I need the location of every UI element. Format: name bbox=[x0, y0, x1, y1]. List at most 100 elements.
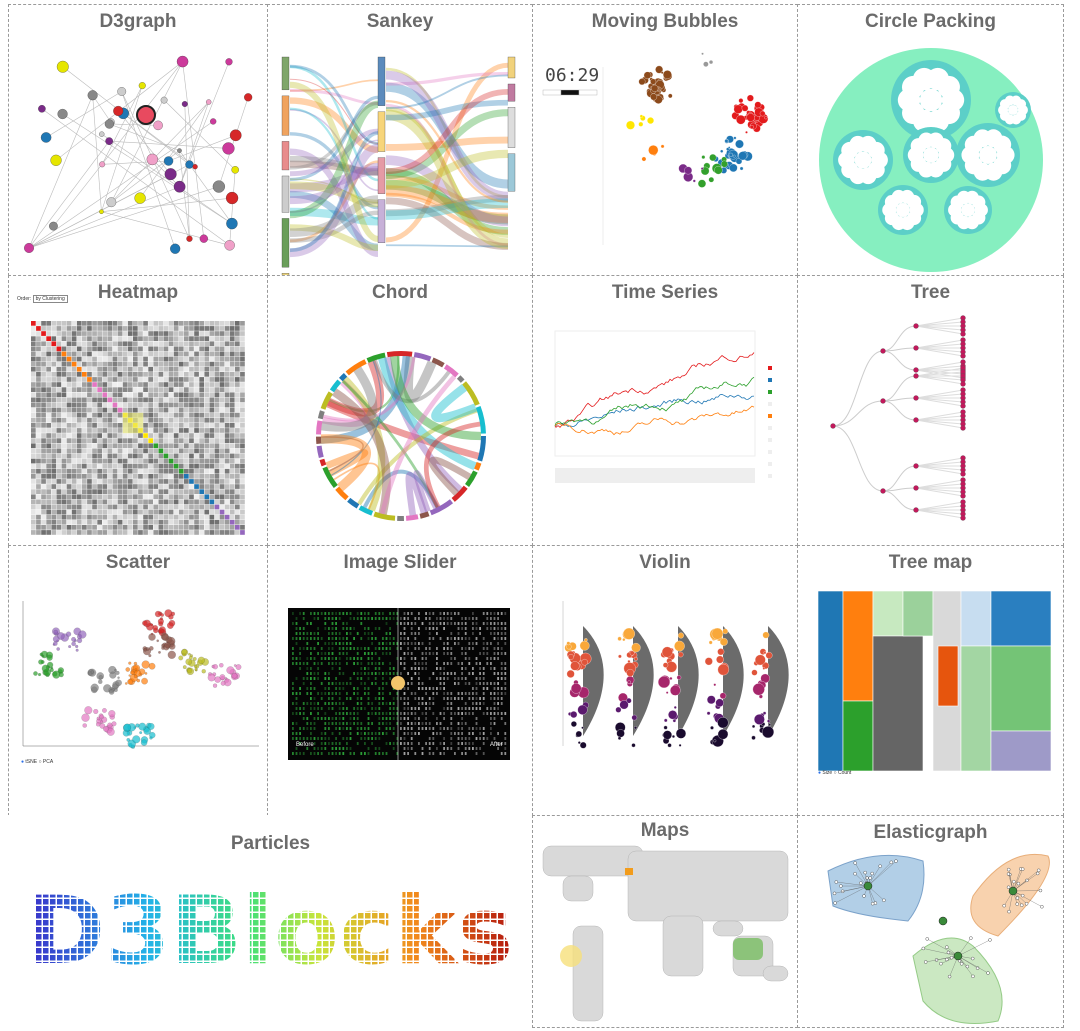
heatmap-cell bbox=[163, 494, 169, 500]
heatmap-cell bbox=[189, 377, 194, 382]
glyph bbox=[306, 717, 309, 720]
glyph bbox=[342, 737, 345, 740]
heatmap-cell bbox=[143, 423, 148, 428]
heatmap-cell bbox=[66, 387, 72, 392]
glyph bbox=[425, 702, 427, 705]
particles-graphic[interactable]: D3Blocks bbox=[8, 815, 533, 1028]
heatmap-cell bbox=[214, 489, 220, 494]
glyph bbox=[364, 692, 366, 695]
glyph bbox=[349, 682, 352, 685]
glyph bbox=[407, 722, 409, 725]
sankey-diagram[interactable] bbox=[268, 5, 533, 276]
heatmap-cell bbox=[199, 402, 204, 408]
glyph bbox=[346, 642, 348, 645]
heatmap-cell bbox=[204, 387, 210, 392]
order-select[interactable]: by Clustering bbox=[32, 295, 68, 303]
before-label: Before bbox=[296, 742, 314, 748]
heatmap-cell bbox=[158, 366, 164, 372]
heatmap-cell bbox=[143, 484, 148, 489]
sankey-link bbox=[385, 70, 509, 201]
heatmap-cell bbox=[92, 407, 97, 413]
heatmap-cell bbox=[158, 509, 164, 515]
heatmap-cell bbox=[61, 423, 67, 428]
scatter-point bbox=[96, 722, 101, 727]
legend-tsne[interactable]: tSNE bbox=[25, 759, 38, 765]
heatmap-cell bbox=[163, 453, 169, 459]
heatmap-cell bbox=[148, 484, 153, 489]
glyph bbox=[367, 702, 370, 705]
heatmap-cell bbox=[189, 530, 194, 535]
heatmap-cell bbox=[97, 509, 102, 515]
legend-size[interactable]: Size bbox=[822, 770, 833, 776]
circle-packing-chart[interactable] bbox=[798, 5, 1064, 276]
glyph bbox=[317, 667, 319, 670]
heatmap-cell bbox=[117, 407, 123, 413]
heatmap-cell bbox=[214, 514, 220, 520]
bubble bbox=[650, 78, 657, 85]
heatmap-cell bbox=[143, 351, 148, 357]
glyph bbox=[338, 647, 341, 650]
tree-chart[interactable] bbox=[798, 276, 1064, 546]
heatmap-cell bbox=[194, 397, 199, 403]
sankey-node bbox=[507, 153, 516, 192]
heatmap-cell bbox=[163, 463, 169, 469]
heatmap-cell bbox=[158, 377, 164, 382]
graph-edge bbox=[218, 97, 249, 187]
heatmap-cell bbox=[56, 377, 62, 382]
bubble bbox=[662, 70, 672, 79]
heatmap-cell bbox=[117, 438, 123, 443]
violin-point bbox=[717, 663, 730, 676]
glyph bbox=[385, 647, 388, 650]
glyph bbox=[364, 707, 366, 710]
elastic-graph[interactable] bbox=[798, 816, 1064, 1028]
glyph bbox=[378, 612, 381, 615]
heatmap-cell bbox=[209, 489, 215, 494]
chord-ribbon bbox=[384, 356, 463, 493]
heatmap-cell bbox=[107, 468, 113, 474]
heatmap-cell bbox=[168, 397, 174, 403]
heatmap-cell bbox=[46, 377, 51, 382]
heatmap-cell bbox=[51, 428, 57, 433]
image-slider[interactable] bbox=[268, 546, 533, 816]
glyph bbox=[396, 612, 399, 615]
glyph bbox=[428, 677, 431, 680]
heatmap-cell bbox=[46, 407, 51, 413]
glyph bbox=[486, 652, 489, 655]
glyph bbox=[450, 672, 453, 675]
glyph bbox=[475, 662, 478, 665]
heatmap-cell bbox=[153, 433, 159, 438]
heatmap-cell bbox=[184, 484, 189, 489]
heatmap-cell bbox=[76, 428, 82, 433]
glyph bbox=[385, 722, 388, 725]
heatmap-cell bbox=[87, 417, 92, 423]
treemap-cell bbox=[990, 730, 1052, 772]
heatmap-cell bbox=[214, 423, 220, 428]
glyph bbox=[475, 657, 478, 660]
glyph bbox=[403, 667, 406, 670]
chord-diagram[interactable] bbox=[268, 276, 533, 546]
legend-pca[interactable]: PCA bbox=[42, 759, 54, 765]
glyph bbox=[446, 692, 449, 695]
legend-count[interactable]: Count bbox=[837, 770, 852, 776]
glyph bbox=[475, 727, 478, 730]
heatmap-cell bbox=[87, 346, 92, 352]
glyph bbox=[338, 657, 341, 660]
glyph bbox=[500, 752, 503, 755]
glyph bbox=[324, 617, 327, 620]
d3graph-network[interactable] bbox=[9, 5, 268, 276]
glyph bbox=[421, 702, 424, 705]
heatmap-cell bbox=[194, 361, 199, 367]
glyph bbox=[382, 702, 384, 705]
treemap-chart[interactable] bbox=[798, 546, 1064, 816]
graph-edge bbox=[28, 121, 214, 249]
chord-arc bbox=[462, 381, 480, 406]
glyph bbox=[472, 687, 474, 690]
glyph bbox=[414, 637, 417, 640]
heatmap-cell bbox=[224, 509, 230, 515]
heatmap-cell bbox=[82, 321, 87, 326]
heatmap-cell bbox=[31, 433, 36, 438]
glyph bbox=[306, 622, 309, 625]
heatmap-cell bbox=[240, 443, 245, 449]
heatmap-cell bbox=[36, 412, 41, 418]
world-map[interactable] bbox=[533, 816, 798, 1028]
